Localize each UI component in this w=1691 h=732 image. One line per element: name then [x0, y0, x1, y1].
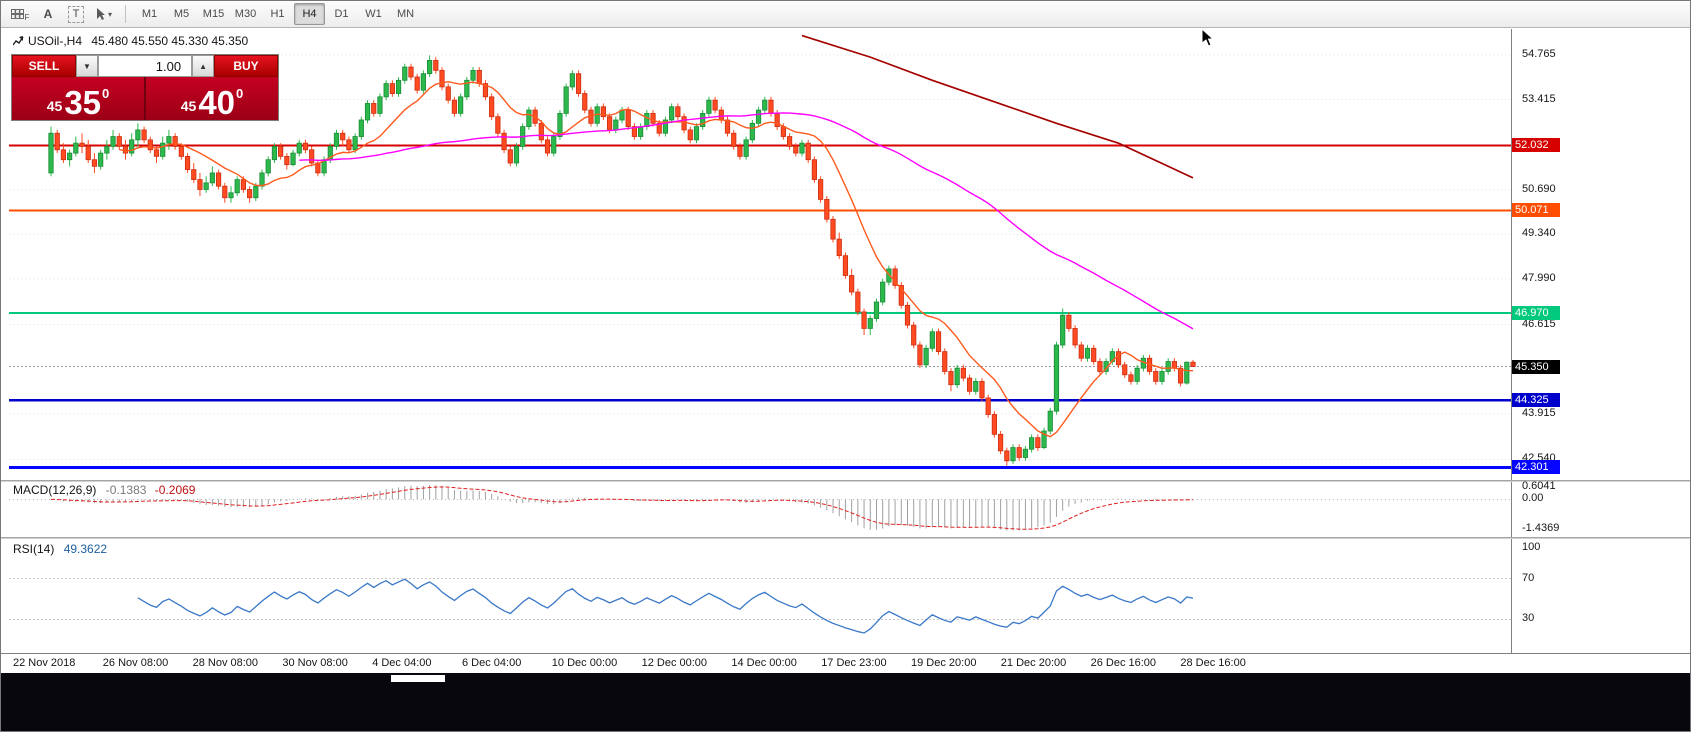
time-axis-separator: [1, 653, 1690, 654]
volume-up-button[interactable]: ▲: [192, 55, 214, 77]
horizontal-scrollbar-track[interactable]: [1, 673, 1690, 731]
rsi-label: RSI(14) 49.3622: [13, 542, 107, 556]
trend-arrow-icon: [13, 36, 24, 46]
one-click-trading-panel: SELL ▼ ▲ BUY 45 35 0 45 40 0: [11, 54, 279, 121]
buy-button[interactable]: BUY: [214, 55, 278, 77]
time-label: 14 Dec 00:00: [731, 657, 797, 669]
price-tick: 43.915: [1522, 406, 1556, 419]
sell-button[interactable]: SELL: [12, 55, 76, 77]
rsi-name: RSI(14): [13, 542, 55, 556]
cursor-tool[interactable]: ▾: [91, 4, 117, 25]
macd-panel-separator[interactable]: [1, 480, 1690, 482]
price-tick: 47.990: [1522, 272, 1556, 285]
time-label: 22 Nov 2018: [13, 657, 76, 669]
time-label: 19 Dec 20:00: [911, 657, 977, 669]
price-tick: 54.765: [1522, 47, 1556, 60]
trade-controls-row: SELL ▼ ▲ BUY: [12, 55, 278, 77]
timeframe-h4[interactable]: H4: [294, 3, 325, 25]
chart-title: USOil-,H4 45.480 45.550 45.330 45.350: [28, 34, 248, 48]
text-box-tool[interactable]: T: [63, 4, 89, 25]
time-label: 26 Dec 16:00: [1090, 657, 1157, 669]
timeframe-m15[interactable]: M15: [202, 8, 225, 20]
rsi-scale-tick: 30: [1522, 612, 1535, 625]
rsi-scale-tick: 100: [1522, 541, 1541, 553]
time-label: 6 Dec 04:00: [462, 657, 522, 669]
ohlc-values: 45.480 45.550 45.330 45.350: [91, 34, 249, 48]
volume-input[interactable]: [97, 55, 193, 77]
timeframe-w1[interactable]: W1: [365, 8, 382, 20]
caret-down-icon: ▼: [83, 61, 91, 71]
rsi-layer: [9, 578, 1511, 634]
price-level-tag: 50.071: [1512, 203, 1560, 218]
ma-layer: [119, 34, 1194, 438]
time-label: 17 Dec 23:00: [821, 657, 887, 669]
ask-price-panel[interactable]: 45 40 0: [146, 77, 278, 120]
bid-price-panel[interactable]: 45 35 0: [12, 77, 144, 120]
bid-price-sup: 0: [102, 86, 110, 101]
rsi-value: 49.3622: [63, 542, 108, 556]
price-tick: 49.340: [1522, 227, 1556, 240]
toolbar: F A T ▾ M1 M5 M15 M30 H1 H4 D1 W1 MN: [1, 1, 1690, 28]
price-level-tag: 46.970: [1512, 305, 1560, 320]
trade-prices-row: 45 35 0 45 40 0: [12, 77, 278, 120]
cursor-icon: [96, 7, 105, 20]
time-label: 12 Dec 00:00: [641, 657, 708, 669]
grid-icon-label: F: [24, 12, 30, 22]
text-annotation-label: A: [43, 7, 53, 21]
horizontal-scrollbar-thumb[interactable]: [391, 675, 445, 682]
toolbar-separator: [125, 5, 126, 23]
ask-price-sup: 0: [236, 86, 244, 101]
price-level-tag: 52.032: [1512, 138, 1560, 153]
timeframe-mn[interactable]: MN: [396, 8, 415, 20]
time-label: 21 Dec 20:00: [1000, 657, 1067, 669]
rsi-panel-separator[interactable]: [1, 537, 1690, 539]
price-tick: 46.615: [1522, 317, 1556, 330]
hline-layer: [9, 144, 1511, 469]
time-label: 4 Dec 04:00: [372, 657, 432, 669]
time-label: 28 Dec 16:00: [1180, 657, 1246, 669]
panel-grid-icon[interactable]: F: [7, 4, 33, 25]
timeframe-d1[interactable]: D1: [334, 8, 349, 20]
timeframe-group: M1 M5 M15 M30 H1 H4 D1 W1 MN: [134, 3, 422, 25]
time-label: 10 Dec 00:00: [551, 657, 618, 669]
time-label: 28 Nov 08:00: [192, 657, 259, 669]
ask-price-big: 40: [198, 83, 236, 121]
rsi-scale-tick: 70: [1522, 571, 1535, 584]
macd-scale-tick: -1.4369: [1522, 521, 1560, 534]
macd-main-value: -0.1383: [105, 483, 147, 497]
macd-scale-tick: 0.6041: [1522, 480, 1556, 492]
price-level-tag: 42.301: [1512, 460, 1560, 475]
timeframe-m30[interactable]: M30: [234, 8, 257, 20]
timeframe-m5[interactable]: M5: [173, 8, 190, 20]
current-price-tag: 45.350: [1512, 359, 1560, 374]
caret-up-icon: ▲: [199, 61, 207, 71]
macd-layer: [9, 485, 1511, 531]
price-scale-separator: [1511, 29, 1512, 654]
chevron-down-icon: ▾: [107, 9, 112, 19]
time-label: 30 Nov 08:00: [282, 657, 348, 669]
time-label: 26 Nov 08:00: [102, 657, 169, 669]
text-annotation-tool[interactable]: A: [35, 4, 61, 25]
bid-price-prefix: 45: [46, 98, 63, 114]
timeframe-h1[interactable]: H1: [270, 8, 285, 20]
macd-name: MACD(12,26,9): [13, 483, 97, 497]
symbol-timeframe: USOil-,H4: [28, 34, 83, 48]
mouse-cursor: [1201, 29, 1215, 47]
macd-label: MACD(12,26,9) -0.1383 -0.2069: [13, 483, 195, 497]
bid-price-big: 35: [64, 83, 102, 121]
price-tick: 50.690: [1522, 182, 1556, 195]
ask-price-prefix: 45: [180, 98, 197, 114]
grid-icon: [10, 8, 24, 19]
text-box-label: T: [67, 5, 85, 23]
volume-down-button[interactable]: ▼: [76, 55, 98, 77]
price-tick: 53.415: [1522, 92, 1556, 105]
price-level-tag: 44.325: [1512, 393, 1560, 408]
macd-signal-value: -0.2069: [154, 483, 196, 497]
timeframe-m1[interactable]: M1: [141, 8, 158, 20]
macd-scale-tick: 0.00: [1522, 492, 1544, 505]
